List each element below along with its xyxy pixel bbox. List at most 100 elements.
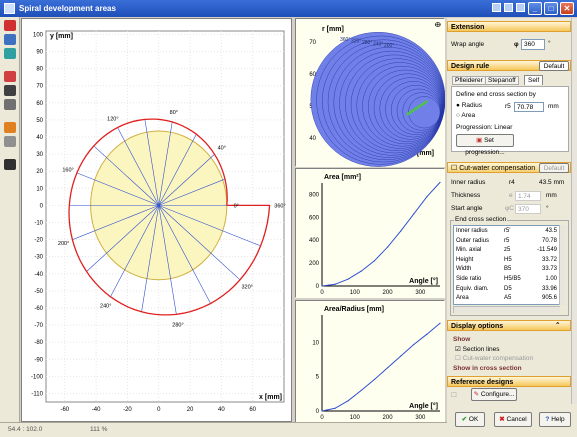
y-tick-label: 0 [316,284,320,290]
thickness-input[interactable]: 1.74 [515,191,541,201]
x-tick-label: 300 [415,415,426,421]
save-icon[interactable] [504,3,513,12]
wrap-angle-input[interactable]: 360 [521,39,545,50]
ok-button[interactable]: ✔ OK [455,412,485,427]
section-ray [158,121,173,206]
cross-section-ring [322,39,445,163]
panel-scrollbar[interactable] [571,18,577,404]
angle-label: 80° [170,110,178,116]
collapse-icon[interactable]: ⌃ [555,322,561,329]
show-in-cross-section: Show in cross section [453,365,522,372]
cutwater-header[interactable]: ☐ Cut-water compensation [447,162,571,173]
radius-radio[interactable]: ● Radius [456,102,482,109]
cross-section-ring [408,96,441,129]
measure-icon[interactable] [4,136,16,147]
row-symbol: z5 [504,247,511,254]
copy-icon[interactable] [4,71,16,82]
zoom-icon[interactable] [4,20,16,31]
start-angle-symbol: φC [505,205,514,212]
tab-pfleiderer[interactable]: Pfleiderer [452,76,486,85]
x-tick-label: 200 [383,290,394,296]
cross-section-ring [339,50,444,156]
display-options-header[interactable]: Display options [447,320,571,331]
print-icon[interactable] [516,3,525,12]
row-value: 1.00 [545,276,557,282]
edit-icon[interactable] [4,122,16,133]
r5-input[interactable]: 70.78 [514,102,544,112]
angle-label: 120° [107,117,118,123]
data-point [373,378,376,381]
row-symbol: r5 [504,237,510,244]
row-name: Outer radius [456,237,490,244]
x-tick-label: -60 [60,407,69,413]
configure-icon: ✎ [473,391,481,398]
r5-label: r5 [505,103,511,110]
angle-label: 200° [384,43,394,49]
y-tick-label: 40 [309,136,316,142]
configure-button[interactable]: ✎ Configure... [471,388,517,401]
cutwater-comp-checkbox[interactable]: ☐ Cut-water compensation [455,355,534,362]
table-scrollbar[interactable] [559,225,566,305]
end-cross-section-group [450,220,569,316]
row-value: 33.73 [541,266,557,273]
y-tick-label: -110 [31,391,43,397]
main-spiral-plot[interactable]: 100 90 80 70 60 50 40 30 20 10 0 -10 -20 -30 -40 -50 -60… [21,18,292,422]
row-name: Height [456,256,474,263]
tab-stepanoff[interactable]: Stepanoff [485,76,519,85]
help-button[interactable]: ? Help [539,412,571,427]
help-icon[interactable] [492,3,501,12]
save-icon[interactable] [4,85,16,96]
row-value: 33.72 [541,256,557,263]
center-marker [419,103,423,107]
start-angle-input[interactable]: 370 [515,204,541,214]
fit-icon[interactable] [4,48,16,59]
reference-designs-header[interactable]: Reference designs [447,376,571,387]
design-rule-default-button[interactable]: Default [539,61,569,71]
section-lines-checkbox[interactable]: ☑ Section lines [455,346,500,353]
cancel-button[interactable]: ✖ Cancel [494,412,532,427]
x-tick-label: 60 [249,407,256,413]
maximize-button[interactable]: □ [544,2,558,15]
y-tick-label: -30 [34,255,43,261]
angle-label: 320° [242,284,253,290]
x-tick-label: 20 [187,407,194,413]
data-point [413,213,415,215]
pan-icon[interactable] [4,34,16,45]
x-tick-label: 300 [415,290,426,296]
table-hscrollbar[interactable] [453,306,560,313]
print-icon[interactable] [4,99,16,110]
cross-section-ring [402,92,441,131]
area-radio[interactable]: ○ Area [456,112,476,119]
data-point [439,181,441,184]
tab-self[interactable]: Self [524,75,544,85]
area-radius-plot[interactable]: 10 5 0 0 100 200 300 Area/Radius [mm] Angle [°] [295,300,445,423]
data-point [400,355,402,357]
set-progression-button[interactable]: ▣ Set progression... [456,134,514,156]
spiral-outlet [226,204,271,206]
cutwater-default-button[interactable]: Default [539,163,569,173]
area-plot[interactable]: 800 600 400 200 0 0 100 200 300 Area [mm²] Angle [… [295,168,445,298]
data-point [426,196,428,198]
x-tick-label: 0 [320,415,324,421]
minimize-button[interactable]: _ [528,2,542,15]
x-tick-label: 100 [350,290,361,296]
center-marker [406,112,410,116]
reference-checkbox[interactable]: ☐ [451,392,457,399]
x-tick-label: -20 [123,407,132,413]
check-icon: ✔ [461,416,469,423]
close-button[interactable]: ✕ [560,2,574,15]
data-point [373,260,376,262]
data-point [360,389,362,392]
row-symbol: B5 [504,266,512,273]
x-axis-label: x [mm] [259,394,282,401]
design-rule-header[interactable]: Design rule [447,60,571,71]
y-tick-label: 200 [309,261,320,267]
z-axis-label: z [mm] [411,150,434,157]
meridional-chart-svg: 70605040r [mm]z [mm]ⴲ360°320°280°240°200… [296,19,446,167]
extension-header[interactable]: Extension [447,21,571,32]
table-row: Inner radius r5' 43.5 [456,228,559,237]
meridional-plot[interactable]: 70605040r [mm]z [mm]ⴲ360°320°280°240°200… [295,18,446,167]
y-tick-label: 90 [36,50,43,56]
settings-icon[interactable] [4,159,16,170]
left-toolbar [0,17,20,422]
